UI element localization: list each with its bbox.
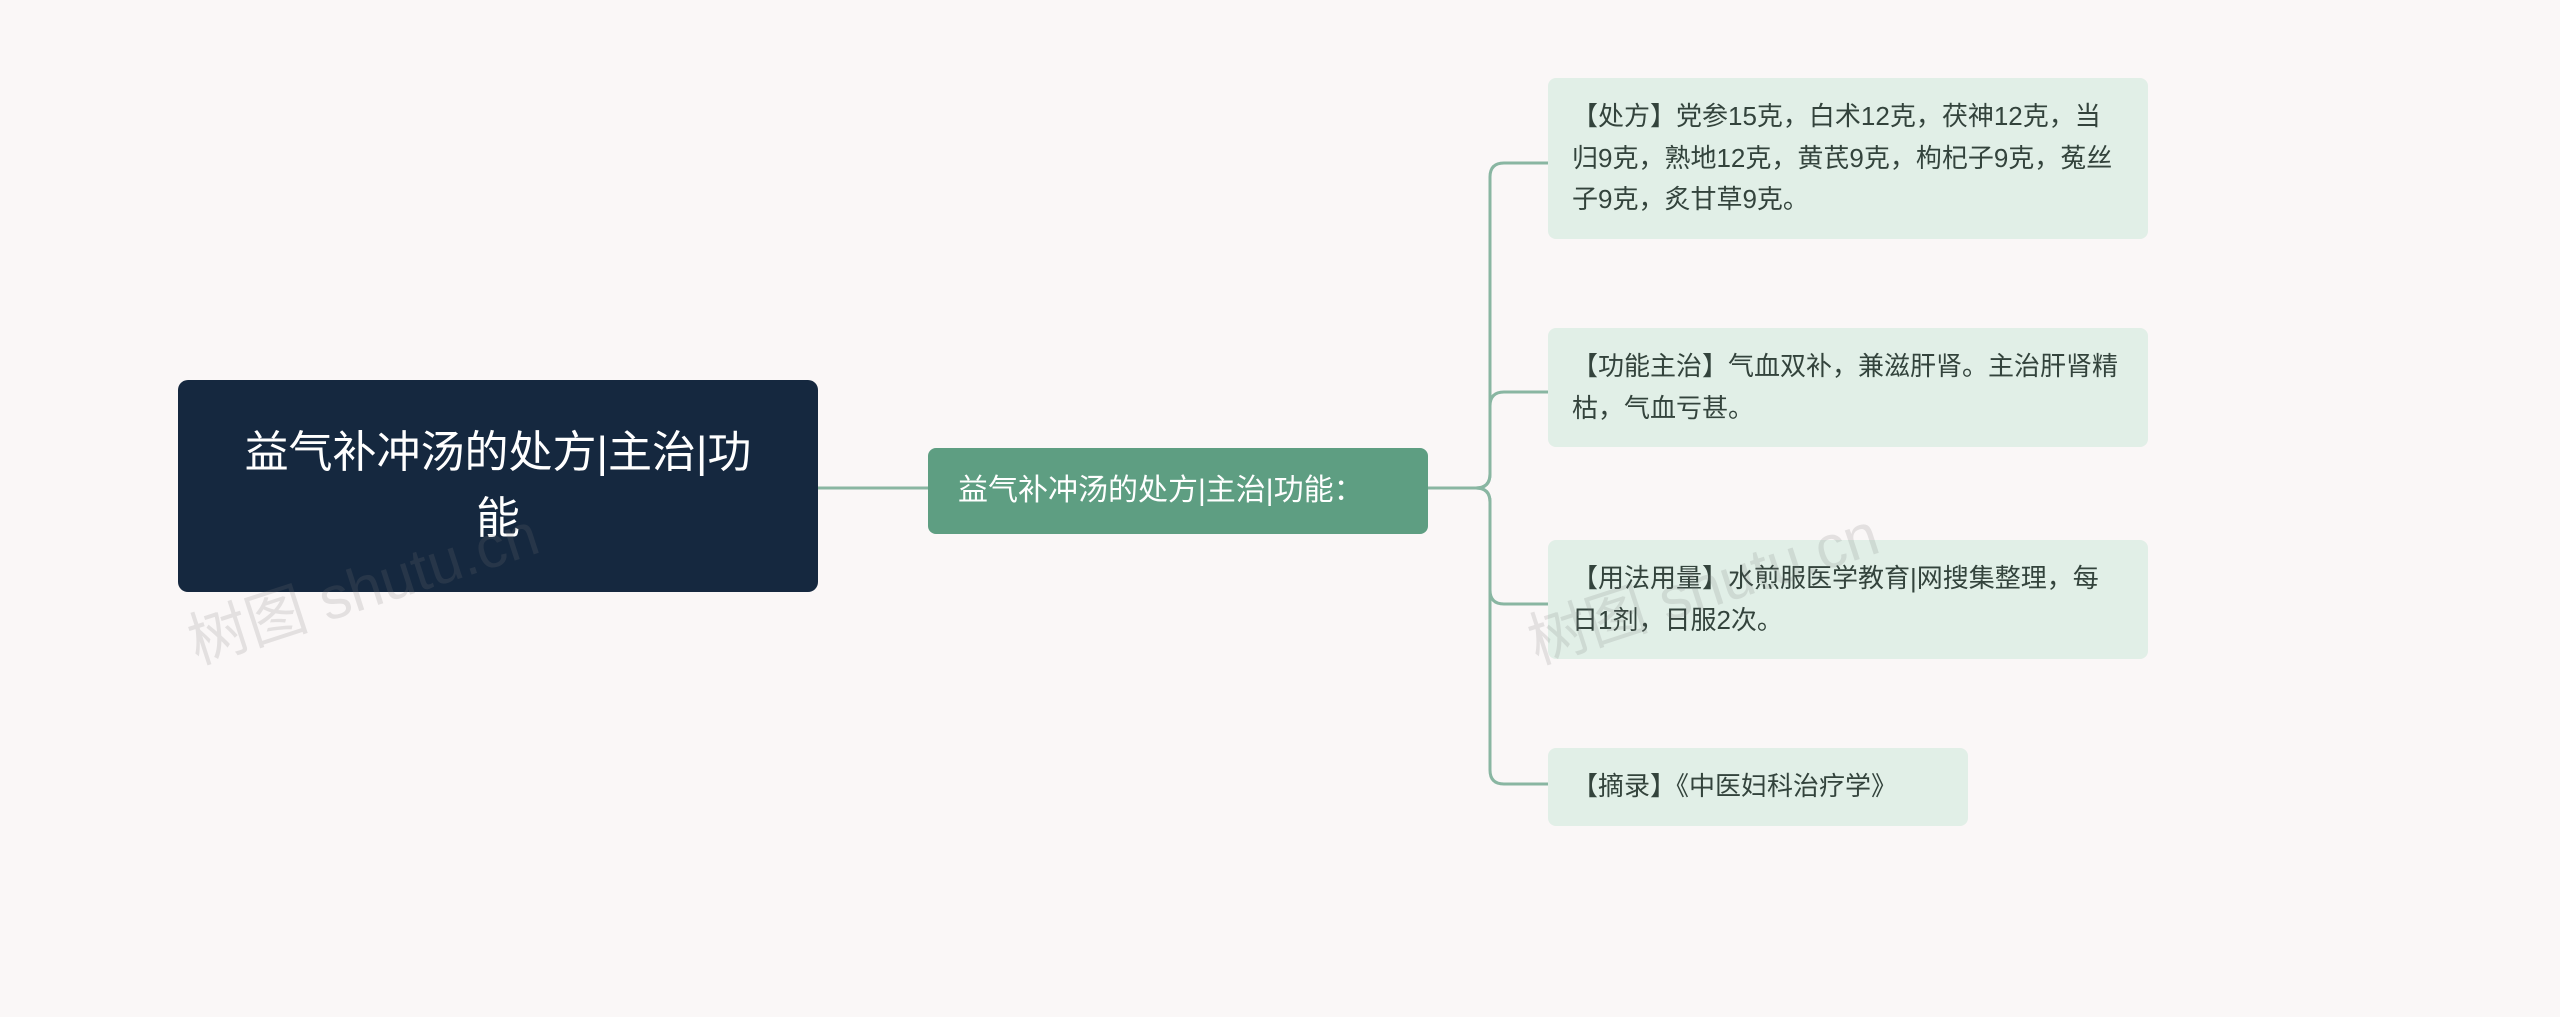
leaf-node-prescription: 【处方】党参15克，白术12克，茯神12克，当归9克，熟地12克，黄芪9克，枸杞… [1548,78,2148,239]
root-node-text: 益气补冲汤的处方|主治|功能 [245,428,752,543]
leaf-text: 【摘录】《中医妇科治疗学》 [1572,771,1897,801]
leaf-node-usage: 【用法用量】水煎服医学教育|网搜集整理，每日1剂，日服2次。 [1548,540,2148,659]
leaf-text: 【处方】党参15克，白术12克，茯神12克，当归9克，熟地12克，黄芪9克，枸杞… [1572,101,2112,214]
leaf-text: 【用法用量】水煎服医学教育|网搜集整理，每日1剂，日服2次。 [1572,563,2099,635]
leaf-node-function: 【功能主治】气血双补，兼滋肝肾。主治肝肾精枯，气血亏甚。 [1548,328,2148,447]
root-node: 益气补冲汤的处方|主治|功能 [178,380,818,592]
leaf-node-source: 【摘录】《中医妇科治疗学》 [1548,748,1968,826]
level1-node-text: 益气补冲汤的处方|主治|功能： [958,474,1364,507]
level1-node: 益气补冲汤的处方|主治|功能： [928,448,1428,534]
leaf-text: 【功能主治】气血双补，兼滋肝肾。主治肝肾精枯，气血亏甚。 [1572,351,2118,423]
